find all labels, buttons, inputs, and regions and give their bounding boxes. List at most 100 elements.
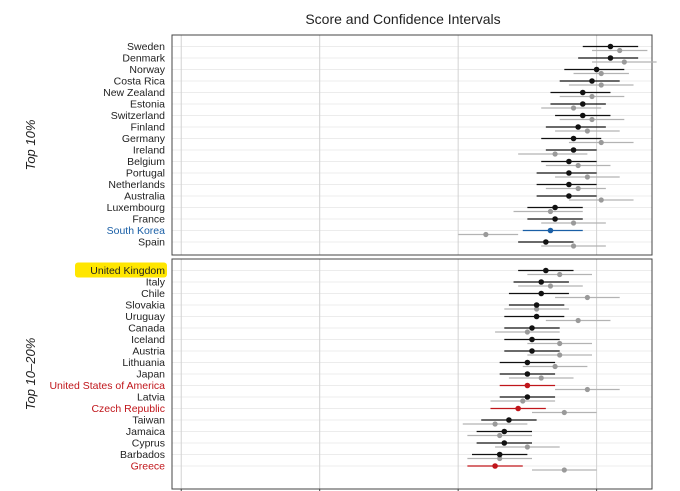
y-label-germany: Germany (122, 133, 166, 145)
y-label-japan: Japan (136, 369, 165, 381)
secondary-point-jamaica (497, 432, 503, 439)
primary-point-norway (593, 66, 600, 73)
secondary-point-costa-rica (598, 82, 604, 88)
primary-point-portugal (566, 170, 572, 176)
primary-point-finland (575, 124, 581, 130)
secondary-point-greece (561, 467, 567, 473)
y-label-canada: Canada (128, 323, 165, 335)
primary-point-ireland (570, 147, 577, 153)
primary-point-japan (524, 371, 531, 377)
y-label-slovakia: Slovakia (125, 300, 165, 312)
secondary-point-barbados (497, 455, 503, 462)
y-label-latvia: Latvia (137, 392, 165, 404)
y-label-norway: Norway (129, 64, 165, 76)
secondary-point-uruguay (575, 317, 581, 324)
secondary-point-australia (598, 197, 604, 203)
primary-point-latvia (524, 394, 531, 400)
y-label-netherlands: Netherlands (108, 179, 165, 191)
y-label-greece: Greece (131, 461, 166, 473)
primary-point-canada (529, 325, 535, 331)
panel-label: Top 10% (23, 120, 38, 171)
secondary-point-estonia (570, 105, 577, 111)
y-label-france: France (132, 214, 165, 226)
secondary-point-lithuania (552, 363, 558, 370)
primary-point-united-kingdom (543, 267, 549, 274)
primary-point-czech-republic (515, 405, 521, 412)
y-label-cyprus: Cyprus (132, 438, 165, 450)
primary-point-united-states-of-america (524, 382, 531, 389)
y-label-new-zealand: New Zealand (103, 87, 165, 99)
primary-point-netherlands (566, 181, 572, 188)
secondary-point-new-zealand (589, 93, 595, 100)
primary-point-costa-rica (589, 78, 595, 84)
secondary-point-netherlands (575, 185, 581, 192)
secondary-point-chile (584, 294, 590, 301)
secondary-point-taiwan (492, 421, 498, 427)
secondary-point-luxembourg (547, 208, 554, 215)
secondary-point-cyprus (524, 444, 530, 450)
secondary-point-latvia (520, 398, 526, 404)
y-label-chile: Chile (141, 288, 165, 300)
primary-point-austria (529, 348, 535, 354)
secondary-point-spain (570, 243, 577, 249)
primary-point-lithuania (524, 359, 531, 366)
y-label-lithuania: Lithuania (122, 357, 165, 369)
y-label-switzerland: Switzerland (111, 110, 165, 122)
y-label-belgium: Belgium (127, 156, 165, 168)
secondary-point-united-states-of-america (584, 386, 590, 393)
y-label-finland: Finland (131, 122, 166, 134)
y-label-taiwan: Taiwan (132, 415, 165, 427)
panel-border (171, 258, 653, 490)
secondary-point-slovakia (534, 306, 540, 312)
y-label-uruguay: Uruguay (125, 311, 165, 323)
secondary-point-united-kingdom (557, 271, 563, 278)
highlight-box-united-kingdom (75, 262, 167, 278)
y-label-united-kingdom: United Kingdom (90, 265, 165, 277)
primary-point-taiwan (506, 417, 512, 423)
y-label-south-korea: South Korea (107, 225, 166, 237)
chart-title: Score and Confidence Intervals (305, 11, 500, 27)
primary-point-belgium (566, 158, 572, 165)
y-label-united-states-of-america: United States of America (49, 380, 165, 392)
primary-point-iceland (529, 336, 535, 343)
primary-point-uruguay (533, 313, 540, 320)
primary-point-italy (538, 279, 545, 285)
y-label-czech-republic: Czech Republic (91, 403, 165, 415)
secondary-point-switzerland (589, 116, 595, 123)
panel-border (171, 34, 653, 256)
secondary-point-south-korea (483, 231, 489, 238)
primary-point-cyprus (501, 440, 508, 446)
y-label-estonia: Estonia (130, 99, 165, 111)
primary-point-australia (566, 193, 572, 199)
secondary-point-czech-republic (561, 409, 567, 416)
y-label-portugal: Portugal (126, 168, 165, 180)
primary-point-jamaica (501, 428, 508, 435)
primary-point-chile (538, 290, 545, 297)
y-label-sweden: Sweden (127, 41, 165, 53)
panel-label: Top 10–20% (23, 338, 38, 411)
secondary-point-norway (598, 70, 604, 77)
y-label-luxembourg: Luxembourg (107, 202, 166, 214)
secondary-point-italy (547, 283, 554, 289)
secondary-point-belgium (575, 162, 581, 169)
secondary-point-finland (584, 128, 590, 134)
primary-point-germany (570, 135, 577, 142)
y-label-costa-rica: Costa Rica (114, 76, 166, 88)
primary-point-switzerland (579, 112, 586, 119)
secondary-point-germany (598, 139, 604, 146)
y-label-barbados: Barbados (120, 449, 165, 461)
secondary-point-ireland (552, 151, 558, 157)
y-label-spain: Spain (138, 237, 165, 249)
y-label-denmark: Denmark (122, 53, 165, 65)
secondary-point-austria (557, 352, 563, 358)
primary-point-sweden (607, 43, 614, 50)
secondary-point-portugal (584, 174, 590, 180)
secondary-point-sweden (617, 47, 623, 54)
y-label-jamaica: Jamaica (126, 426, 165, 438)
primary-point-barbados (496, 451, 503, 458)
secondary-point-canada (524, 329, 530, 335)
y-label-austria: Austria (132, 346, 165, 358)
primary-point-estonia (579, 101, 586, 107)
